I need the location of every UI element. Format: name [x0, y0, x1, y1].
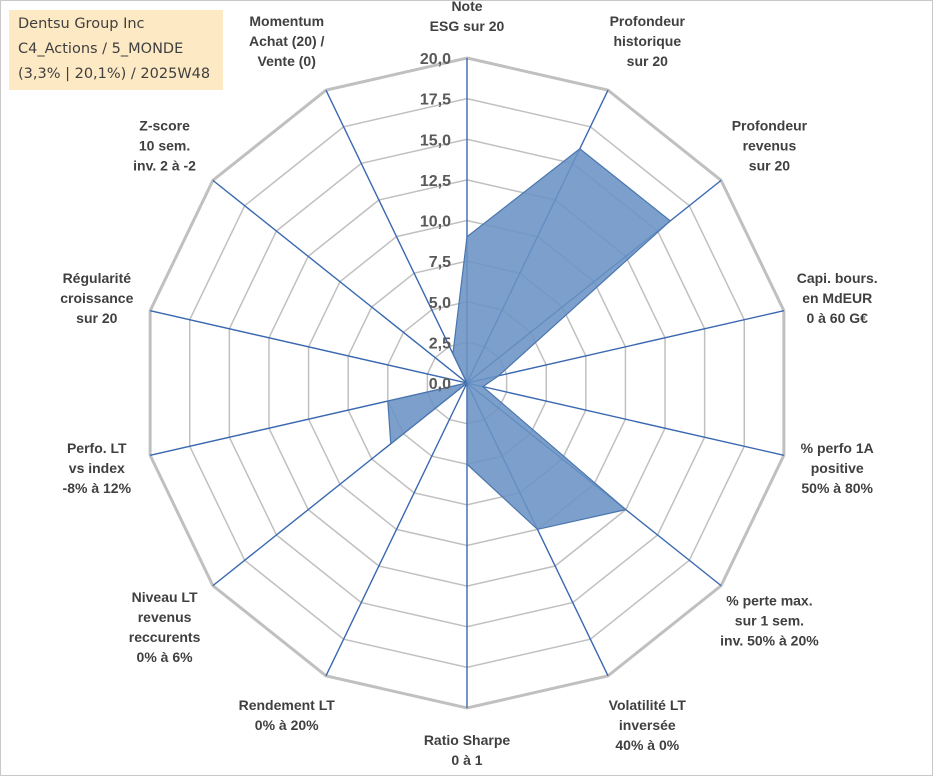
axis-label: Rendement LT 0% à 20% [239, 697, 336, 733]
tick-label: 17,5 [420, 92, 451, 109]
axis-label: Capi. bours. en MdEUR 0 à 60 G€ [797, 270, 878, 326]
tick-label: 12,5 [420, 173, 451, 190]
tick-label: 20,0 [420, 51, 451, 68]
radar-axis-labels: Note ESG sur 20 Profondeur historique sur 20… [60, 0, 877, 768]
tick-label: 5,0 [429, 295, 451, 312]
radar-tick-labels: 0,0 2,5 5,0 7,5 10,0 12,5 15,0 17,5 20,0 [420, 51, 451, 393]
chart-title-box: Dentsu Group Inc C4_Actions / 5_MONDE (3… [9, 10, 223, 90]
axis-label: Z-score 10 sem. inv. 2 à -2 [133, 117, 196, 173]
axis-spoke [325, 89, 468, 384]
tick-label: 7,5 [429, 254, 451, 271]
stats-label: (3,3% | 20,1%) / 2025W48 [18, 66, 211, 82]
category-label: C4_Actions / 5_MONDE [18, 41, 184, 57]
radar-series [387, 147, 672, 531]
tick-label: 0,0 [429, 376, 451, 393]
axis-label: % perte max. sur 1 sem. inv. 50% à 20% [720, 593, 819, 649]
axis-spoke [212, 179, 468, 384]
axis-label: Momentum Achat (20) / Vente (0) [249, 13, 325, 69]
axis-label: Perfo. LT vs index -8% à 12% [63, 440, 132, 496]
axis-label: Volatilité LT inversée 40% à 0% [609, 697, 687, 753]
axis-label: Régularité croissance sur 20 [60, 270, 133, 326]
axis-spoke [325, 382, 468, 677]
axis-label: Ratio Sharpe 0 à 1 [424, 732, 511, 768]
axis-label: Niveau LT revenus reccurents 0% à 6% [129, 589, 201, 665]
axis-spoke [149, 309, 468, 384]
axis-label: Profondeur historique sur 20 [610, 13, 686, 69]
series-area [387, 147, 672, 531]
axis-spoke [466, 382, 785, 457]
tick-label: 2,5 [429, 335, 451, 352]
company-name: Dentsu Group Inc [18, 16, 145, 32]
axis-spoke [466, 309, 785, 384]
axis-label: Note ESG sur 20 [430, 0, 505, 34]
axis-label: % perfo 1A positive 50% à 80% [801, 440, 874, 496]
axis-label: Profondeur revenus sur 20 [732, 117, 808, 173]
tick-label: 10,0 [420, 214, 451, 231]
tick-label: 15,0 [420, 132, 451, 149]
